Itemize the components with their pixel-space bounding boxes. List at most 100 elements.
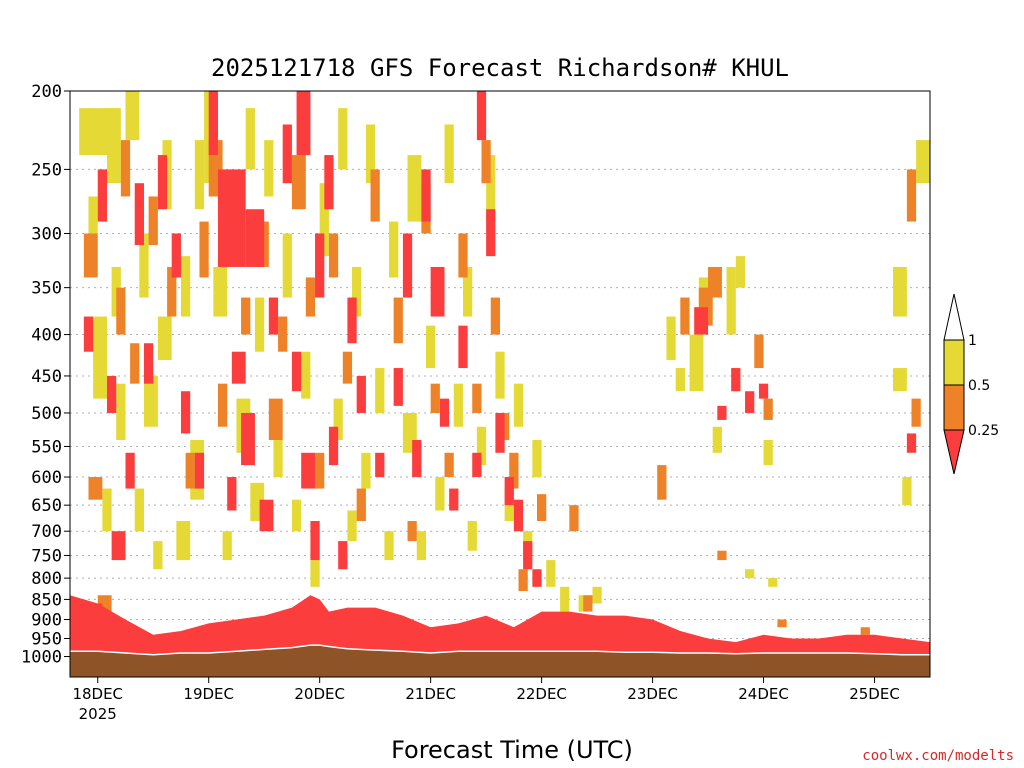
heatmap-cell xyxy=(328,426,339,466)
heatmap-cell xyxy=(259,499,274,532)
heatmap-cell xyxy=(472,383,482,413)
heatmap-cell xyxy=(199,221,209,278)
heatmap-cell xyxy=(194,140,205,210)
heatmap-cell xyxy=(453,383,464,427)
heatmap-cell xyxy=(254,297,265,352)
y-tick-label: 850 xyxy=(31,590,62,610)
heatmap-cell xyxy=(745,391,755,413)
heatmap-cell xyxy=(666,316,676,360)
heatmap-cell xyxy=(893,266,907,317)
heatmap-cell xyxy=(513,383,524,427)
heatmap-cell xyxy=(130,343,140,384)
heatmap-cell xyxy=(83,233,98,278)
heatmap-cell xyxy=(916,140,930,184)
legend-swatch-lt025 xyxy=(943,429,965,475)
surface-layer xyxy=(70,595,930,677)
grid-lines xyxy=(70,168,930,640)
heatmap-cell xyxy=(134,183,144,245)
x-tick-label: 21DEC xyxy=(405,685,456,703)
heatmap-cell xyxy=(745,569,755,579)
heatmap-cell xyxy=(458,233,468,278)
heatmap-cell xyxy=(338,108,348,170)
heatmap-cell xyxy=(268,297,279,335)
heatmap-cell xyxy=(111,531,126,561)
heatmap-cell xyxy=(476,91,487,141)
y-tick-label: 800 xyxy=(31,569,62,589)
heatmap-cell xyxy=(754,334,764,369)
legend: 1 0.5 0.25 xyxy=(943,293,999,475)
x-tick-sublabel: 2025 xyxy=(79,705,117,723)
y-tick-label: 650 xyxy=(31,496,62,516)
heatmap-cell xyxy=(315,233,325,298)
heatmap-cell xyxy=(467,521,477,551)
heatmap-cell xyxy=(361,452,371,489)
heatmap-cell xyxy=(717,550,727,561)
y-tick-label: 900 xyxy=(31,611,62,631)
heatmap-cell xyxy=(860,627,870,635)
heatmap-cell xyxy=(583,595,593,612)
y-tick-label: 1000 xyxy=(21,648,62,668)
heatmap-cell xyxy=(333,398,343,441)
heatmap-cell xyxy=(282,233,292,298)
heatmap-cell xyxy=(268,398,283,441)
heatmap-cell xyxy=(301,351,311,399)
heatmap-cell xyxy=(217,169,246,267)
legend-label: 0.5 xyxy=(968,378,990,394)
heatmap-cell xyxy=(342,351,353,384)
heatmap-cell xyxy=(393,297,403,344)
heatmap-cell xyxy=(120,140,131,197)
heatmap-cell xyxy=(546,560,556,587)
heatmap-cell xyxy=(486,209,496,257)
heatmap-cell xyxy=(906,169,917,222)
y-tick-label: 300 xyxy=(31,224,62,244)
heatmap-cell xyxy=(735,256,746,288)
heatmap-cell xyxy=(171,233,181,278)
heatmap-cell xyxy=(689,334,704,392)
heatmap-cell xyxy=(402,233,413,298)
heatmap-cell xyxy=(102,488,112,532)
heatmap-cell xyxy=(490,297,500,335)
x-tick-label: 23DEC xyxy=(627,685,678,703)
y-tick-label: 450 xyxy=(31,367,62,387)
heatmap-cell xyxy=(227,477,237,511)
heatmap-cell xyxy=(213,266,228,317)
heatmap-cell xyxy=(513,499,524,532)
credit-link[interactable]: coolwx.com/modelts xyxy=(862,748,1014,764)
heatmap-cell xyxy=(185,452,195,489)
heatmap-cell xyxy=(305,277,316,317)
heatmap-cell xyxy=(763,440,773,466)
x-tick-label: 18DEC xyxy=(72,685,123,703)
ground-area xyxy=(70,645,930,677)
heatmap-cell xyxy=(116,287,126,335)
heatmap-cell xyxy=(217,383,228,427)
heatmap-cell xyxy=(763,398,773,420)
heatmap-cell xyxy=(231,351,246,384)
heatmap-cell xyxy=(458,325,468,369)
heatmap-cell xyxy=(125,91,140,141)
y-tick-label: 350 xyxy=(31,279,62,299)
heatmap-cell xyxy=(393,368,403,406)
heatmap-cell xyxy=(444,124,454,184)
heatmap-cell xyxy=(518,569,528,592)
heatmap-cell xyxy=(139,233,149,298)
legend-swatch-025-05 xyxy=(943,384,965,431)
heatmap-cell xyxy=(495,412,505,453)
heatmap-cell xyxy=(717,405,727,420)
heatmap-cell xyxy=(389,221,399,278)
y-tick-label: 950 xyxy=(31,630,62,650)
heatmap-cell xyxy=(758,383,769,399)
heatmap-cell xyxy=(708,266,722,298)
heatmap-cell xyxy=(245,108,255,170)
heatmap-cell xyxy=(315,452,325,489)
heatmap-cell xyxy=(176,521,191,561)
y-tick-label: 600 xyxy=(31,468,62,488)
heatmap-cell xyxy=(536,494,547,522)
heatmap-cell xyxy=(893,368,907,392)
heatmap-cell xyxy=(407,155,422,222)
heatmap-cell xyxy=(241,297,251,335)
heatmap-cell xyxy=(180,256,191,317)
heatmap-cell xyxy=(319,183,329,257)
heatmap-cell xyxy=(338,541,348,570)
heatmap-cell xyxy=(264,140,274,197)
